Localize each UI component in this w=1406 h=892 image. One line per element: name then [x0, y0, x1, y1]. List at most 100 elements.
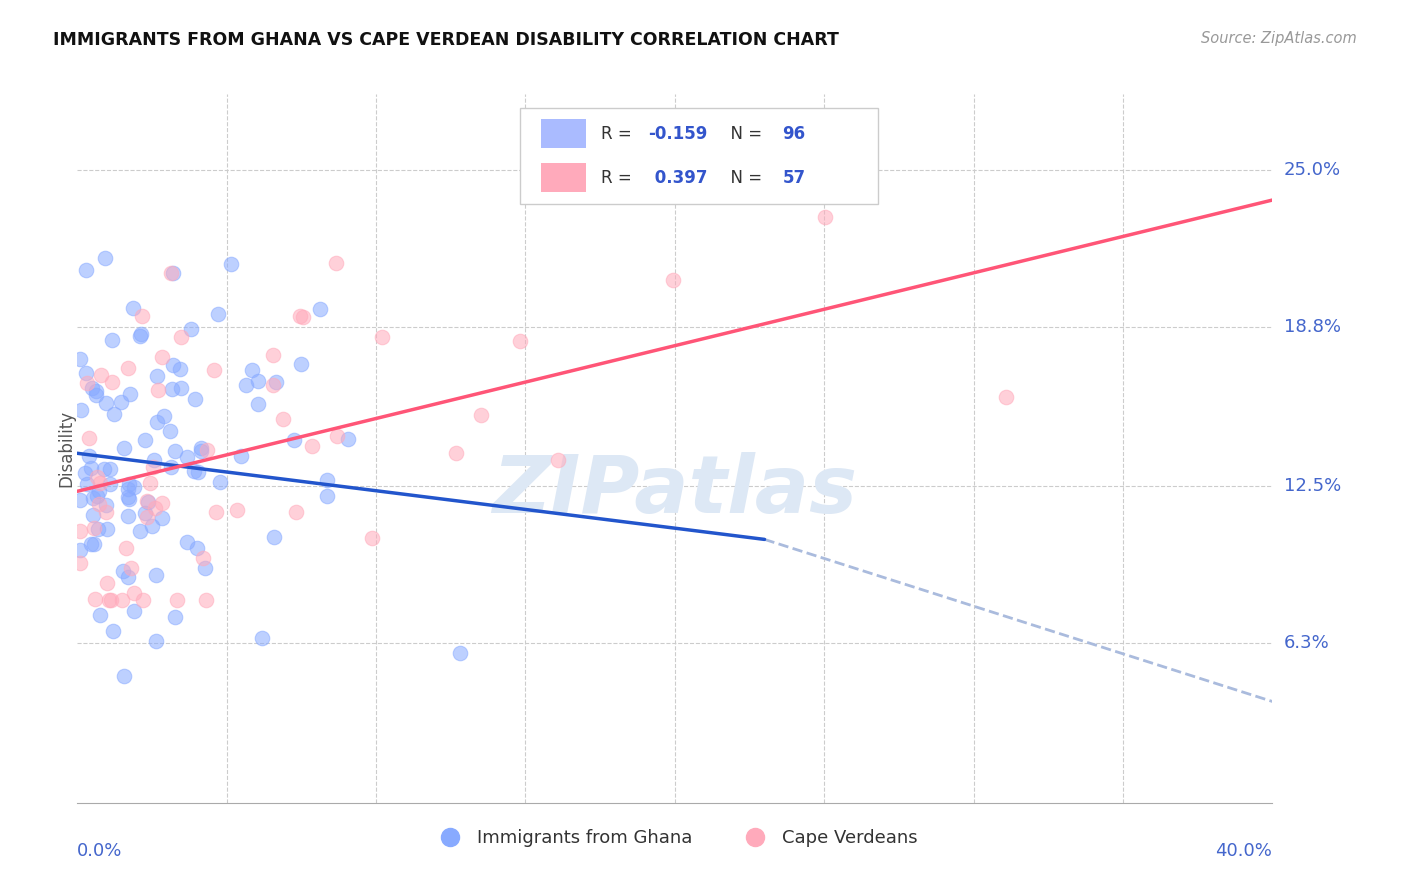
Point [76, 476, 98, 491]
Point [226, 502, 249, 516]
Point [83, 521, 105, 535]
Point [361, 531, 384, 545]
Legend: Immigrants from Ghana, Cape Verdeans: Immigrants from Ghana, Cape Verdeans [425, 822, 925, 854]
Point [70, 402, 93, 417]
Point [134, 434, 156, 448]
Point [316, 489, 339, 503]
Point [110, 395, 132, 409]
Point [288, 310, 311, 324]
Point [79, 431, 101, 445]
Point [89, 475, 111, 490]
Point [135, 510, 157, 524]
Text: 0.397: 0.397 [648, 169, 707, 186]
Point [145, 415, 167, 429]
Point [146, 368, 169, 383]
Point [112, 441, 135, 455]
Point [187, 465, 209, 479]
Point [117, 570, 139, 584]
Point [122, 604, 145, 618]
Point [100, 333, 122, 347]
Point [814, 210, 837, 224]
Point [262, 377, 284, 392]
Point [75, 262, 97, 277]
Point [80, 381, 103, 395]
FancyBboxPatch shape [541, 120, 586, 148]
Text: N =: N = [720, 125, 768, 143]
Point [145, 567, 167, 582]
Point [80, 537, 103, 551]
Point [86, 387, 108, 401]
Point [186, 541, 208, 555]
Point [69, 493, 91, 508]
Point [117, 509, 139, 524]
Point [371, 330, 394, 344]
Point [176, 450, 198, 464]
Point [79, 450, 101, 464]
Point [89, 497, 111, 511]
Point [129, 327, 152, 342]
Point [184, 392, 207, 406]
Point [112, 565, 135, 579]
Point [160, 459, 183, 474]
Point [134, 506, 156, 520]
Point [129, 328, 152, 343]
Point [309, 301, 332, 316]
Point [285, 505, 308, 519]
FancyBboxPatch shape [520, 108, 877, 203]
Point [96, 575, 118, 590]
Text: Source: ZipAtlas.com: Source: ZipAtlas.com [1201, 31, 1357, 46]
Point [117, 361, 139, 376]
Point [103, 407, 125, 421]
Point [325, 428, 347, 442]
Point [262, 348, 284, 362]
Point [449, 646, 471, 660]
Point [141, 518, 163, 533]
Point [994, 391, 1017, 405]
Point [73, 466, 96, 480]
Point [195, 443, 218, 458]
Text: ZIPatlas: ZIPatlas [492, 451, 858, 530]
Point [153, 409, 176, 424]
Point [470, 408, 492, 422]
Point [246, 397, 269, 411]
Point [315, 473, 337, 487]
Point [86, 489, 108, 503]
Point [209, 475, 232, 489]
Point [87, 484, 110, 499]
Point [89, 607, 111, 622]
Point [98, 476, 121, 491]
Point [129, 524, 152, 538]
Point [194, 561, 217, 575]
Point [194, 593, 217, 607]
Point [150, 496, 173, 510]
Point [204, 363, 226, 377]
Point [94, 251, 117, 265]
Point [162, 266, 184, 280]
Point [69, 524, 91, 538]
Point [75, 366, 97, 380]
Point [205, 505, 228, 519]
Point [139, 476, 162, 491]
Text: 25.0%: 25.0% [1284, 161, 1341, 178]
Y-axis label: Disability: Disability [58, 409, 75, 487]
FancyBboxPatch shape [541, 163, 586, 192]
Point [264, 375, 287, 389]
Point [290, 357, 312, 371]
Point [191, 551, 214, 566]
Text: 57: 57 [783, 169, 806, 186]
Point [69, 542, 91, 557]
Point [146, 383, 169, 397]
Point [250, 631, 273, 645]
Point [143, 453, 166, 467]
Point [100, 593, 122, 607]
Point [247, 374, 270, 388]
Point [160, 266, 183, 280]
Point [183, 464, 205, 478]
Point [150, 511, 173, 525]
Point [118, 476, 141, 491]
Point [263, 530, 285, 544]
Point [118, 491, 141, 506]
Point [131, 593, 153, 607]
Point [118, 387, 141, 401]
Point [336, 432, 359, 446]
